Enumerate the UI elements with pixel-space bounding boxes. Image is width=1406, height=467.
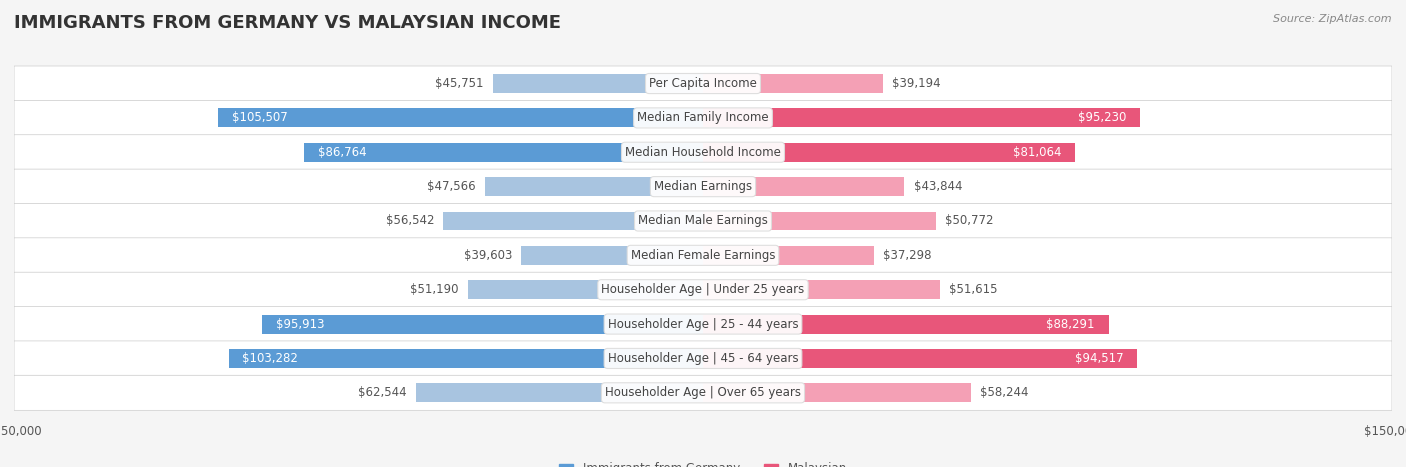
FancyBboxPatch shape <box>14 204 1392 239</box>
Text: $56,542: $56,542 <box>385 214 434 227</box>
FancyBboxPatch shape <box>14 169 1392 204</box>
Text: $103,282: $103,282 <box>242 352 298 365</box>
FancyBboxPatch shape <box>14 375 1392 410</box>
Legend: Immigrants from Germany, Malaysian: Immigrants from Germany, Malaysian <box>554 458 852 467</box>
Text: Source: ZipAtlas.com: Source: ZipAtlas.com <box>1274 14 1392 24</box>
Bar <box>229 349 703 368</box>
FancyBboxPatch shape <box>14 238 1392 273</box>
Text: Median Family Income: Median Family Income <box>637 112 769 124</box>
Text: Per Capita Income: Per Capita Income <box>650 77 756 90</box>
Bar <box>703 383 970 402</box>
Text: $88,291: $88,291 <box>1046 318 1095 331</box>
Text: Householder Age | 25 - 44 years: Householder Age | 25 - 44 years <box>607 318 799 331</box>
Text: Median Household Income: Median Household Income <box>626 146 780 159</box>
Bar <box>703 349 1137 368</box>
Text: $95,230: $95,230 <box>1078 112 1126 124</box>
Bar <box>703 315 1108 333</box>
Bar <box>703 280 941 299</box>
Bar <box>485 177 703 196</box>
Bar <box>494 74 703 93</box>
Text: $45,751: $45,751 <box>436 77 484 90</box>
FancyBboxPatch shape <box>14 341 1392 376</box>
Text: $37,298: $37,298 <box>883 249 932 262</box>
FancyBboxPatch shape <box>14 100 1392 135</box>
Text: $58,244: $58,244 <box>980 386 1028 399</box>
Bar <box>305 143 703 162</box>
Text: $39,194: $39,194 <box>893 77 941 90</box>
Text: $81,064: $81,064 <box>1014 146 1062 159</box>
Text: Median Earnings: Median Earnings <box>654 180 752 193</box>
Text: IMMIGRANTS FROM GERMANY VS MALAYSIAN INCOME: IMMIGRANTS FROM GERMANY VS MALAYSIAN INC… <box>14 14 561 32</box>
Text: Householder Age | 45 - 64 years: Householder Age | 45 - 64 years <box>607 352 799 365</box>
Text: $62,544: $62,544 <box>359 386 406 399</box>
Text: $94,517: $94,517 <box>1074 352 1123 365</box>
Text: Householder Age | Over 65 years: Householder Age | Over 65 years <box>605 386 801 399</box>
Bar <box>703 212 936 230</box>
Bar <box>468 280 703 299</box>
FancyBboxPatch shape <box>14 66 1392 101</box>
Text: $86,764: $86,764 <box>318 146 367 159</box>
Text: Householder Age | Under 25 years: Householder Age | Under 25 years <box>602 283 804 296</box>
Text: $51,190: $51,190 <box>411 283 458 296</box>
Text: $50,772: $50,772 <box>945 214 994 227</box>
Text: $47,566: $47,566 <box>427 180 475 193</box>
Bar <box>703 177 904 196</box>
Text: $95,913: $95,913 <box>276 318 325 331</box>
Bar <box>522 246 703 265</box>
Bar <box>416 383 703 402</box>
Text: $43,844: $43,844 <box>914 180 962 193</box>
FancyBboxPatch shape <box>14 272 1392 307</box>
FancyBboxPatch shape <box>14 306 1392 341</box>
Bar <box>703 108 1140 127</box>
FancyBboxPatch shape <box>14 135 1392 170</box>
Bar <box>218 108 703 127</box>
Text: Median Female Earnings: Median Female Earnings <box>631 249 775 262</box>
Text: $51,615: $51,615 <box>949 283 998 296</box>
Text: $105,507: $105,507 <box>232 112 288 124</box>
Text: Median Male Earnings: Median Male Earnings <box>638 214 768 227</box>
Bar <box>703 246 875 265</box>
Bar <box>703 143 1076 162</box>
Bar <box>263 315 703 333</box>
Bar <box>443 212 703 230</box>
Bar <box>703 74 883 93</box>
Text: $39,603: $39,603 <box>464 249 512 262</box>
